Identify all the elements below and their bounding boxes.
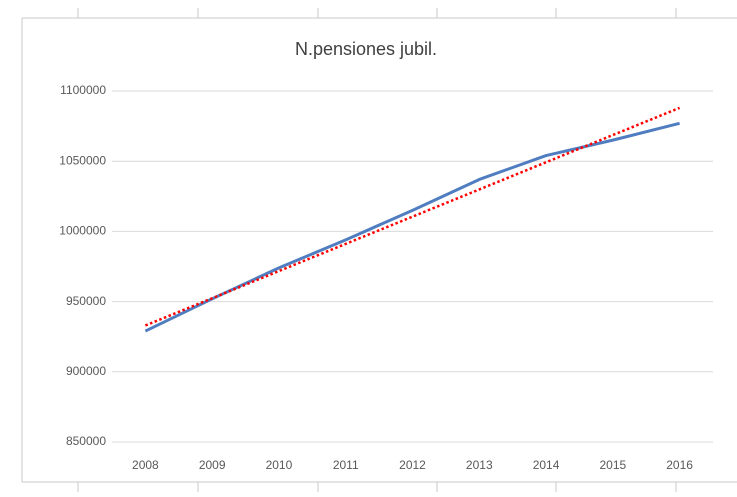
trend-line bbox=[144, 106, 681, 327]
x-tick-label: 2016 bbox=[666, 458, 693, 472]
y-tick-label: 950000 bbox=[66, 294, 106, 308]
x-tick-label: 2015 bbox=[599, 458, 626, 472]
y-tick-label: 850000 bbox=[66, 434, 106, 448]
x-tick-label: 2009 bbox=[199, 458, 226, 472]
y-tick-label: 1050000 bbox=[59, 153, 106, 167]
y-tick-label: 1000000 bbox=[59, 224, 106, 238]
x-tick-label: 2014 bbox=[533, 458, 560, 472]
x-tick-label: 2008 bbox=[132, 458, 159, 472]
x-tick-label: 2012 bbox=[399, 458, 426, 472]
x-tick-label: 2011 bbox=[333, 458, 359, 472]
x-tick-label: 2013 bbox=[466, 458, 493, 472]
sheet-frame bbox=[21, 8, 737, 492]
y-tick-label: 900000 bbox=[66, 364, 106, 378]
chart-title: N.pensiones jubil. bbox=[295, 39, 437, 59]
x-tick-label: 2010 bbox=[266, 458, 293, 472]
y-tick-label: 1100000 bbox=[60, 83, 106, 97]
